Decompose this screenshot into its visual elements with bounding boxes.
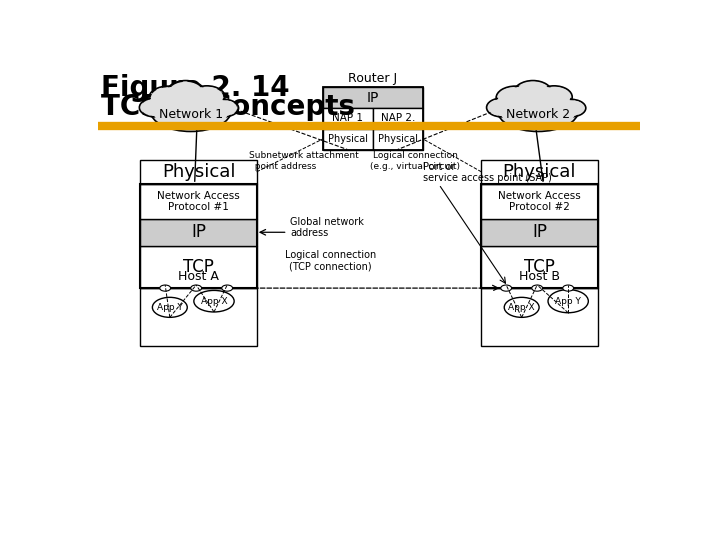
- Bar: [373, 129, 423, 150]
- Bar: [140, 246, 256, 288]
- Ellipse shape: [500, 285, 512, 291]
- Bar: [482, 288, 598, 346]
- Text: TCP: TCP: [183, 258, 214, 276]
- Ellipse shape: [149, 86, 187, 110]
- Ellipse shape: [487, 98, 517, 117]
- Ellipse shape: [150, 91, 231, 131]
- Text: IP: IP: [191, 223, 206, 241]
- Ellipse shape: [563, 285, 574, 291]
- Text: Figure 2. 14: Figure 2. 14: [101, 74, 289, 102]
- Text: Router J: Router J: [348, 72, 397, 85]
- Ellipse shape: [210, 100, 237, 116]
- Ellipse shape: [498, 91, 578, 131]
- Text: IP: IP: [366, 91, 379, 105]
- Text: IP: IP: [532, 223, 547, 241]
- Bar: [482, 246, 598, 288]
- Ellipse shape: [556, 99, 586, 117]
- Ellipse shape: [166, 80, 205, 105]
- Ellipse shape: [557, 100, 585, 116]
- Text: Port or
service access point (SAP): Port or service access point (SAP): [423, 162, 552, 184]
- Ellipse shape: [191, 285, 202, 291]
- Text: Logical connection
(TCP connection): Logical connection (TCP connection): [284, 251, 376, 272]
- Text: Subnetwork attachment
  point address: Subnetwork attachment point address: [249, 151, 359, 171]
- Bar: [323, 108, 373, 129]
- Bar: [323, 87, 423, 150]
- Ellipse shape: [538, 87, 570, 107]
- Text: Network Access
Protocol #1: Network Access Protocol #1: [157, 191, 240, 212]
- Ellipse shape: [500, 92, 576, 130]
- Bar: [140, 219, 256, 246]
- Ellipse shape: [222, 285, 233, 291]
- Text: Network Access
Protocol #2: Network Access Protocol #2: [498, 191, 581, 212]
- Text: Network 1: Network 1: [158, 107, 222, 120]
- Text: Physical: Physical: [503, 163, 576, 181]
- Ellipse shape: [153, 92, 228, 130]
- Text: Physical: Physical: [162, 163, 235, 181]
- Text: Network 2: Network 2: [506, 107, 570, 120]
- Text: App X: App X: [201, 296, 228, 306]
- Ellipse shape: [488, 99, 516, 116]
- Text: Logical connection
(e.g., virtual circuit): Logical connection (e.g., virtual circui…: [371, 151, 461, 171]
- Bar: [323, 129, 373, 150]
- Text: App Y: App Y: [555, 296, 581, 306]
- Bar: [482, 159, 598, 184]
- Text: Global network
address: Global network address: [290, 217, 364, 239]
- Ellipse shape: [191, 87, 223, 107]
- Bar: [482, 184, 598, 219]
- Bar: [482, 184, 598, 288]
- Ellipse shape: [548, 289, 588, 313]
- Ellipse shape: [140, 98, 170, 117]
- Ellipse shape: [498, 87, 533, 109]
- Ellipse shape: [504, 298, 539, 318]
- Ellipse shape: [189, 86, 225, 108]
- Ellipse shape: [151, 87, 185, 109]
- Ellipse shape: [141, 99, 168, 116]
- Text: Host B: Host B: [519, 271, 560, 284]
- Ellipse shape: [168, 82, 203, 104]
- Text: TCP: TCP: [524, 258, 555, 276]
- Ellipse shape: [194, 291, 234, 312]
- Ellipse shape: [160, 285, 171, 291]
- Ellipse shape: [496, 86, 534, 110]
- Text: NAP 1: NAP 1: [332, 113, 363, 123]
- Bar: [373, 108, 423, 129]
- Ellipse shape: [514, 80, 552, 105]
- Bar: [140, 184, 256, 219]
- Text: Physical: Physical: [328, 134, 368, 144]
- Bar: [140, 159, 256, 184]
- Ellipse shape: [532, 285, 543, 291]
- Text: App Y: App Y: [157, 303, 183, 312]
- Text: TCP/IP Concepts: TCP/IP Concepts: [101, 92, 355, 120]
- Bar: [140, 184, 256, 288]
- Bar: [482, 219, 598, 246]
- Ellipse shape: [536, 86, 572, 108]
- Text: App X: App X: [508, 303, 535, 312]
- Ellipse shape: [208, 99, 238, 117]
- Bar: [140, 288, 256, 346]
- Text: Physical: Physical: [378, 134, 418, 144]
- Ellipse shape: [153, 298, 187, 318]
- Bar: [323, 87, 423, 108]
- Text: Host A: Host A: [178, 271, 219, 284]
- Text: NAP 2.: NAP 2.: [381, 113, 415, 123]
- Ellipse shape: [516, 82, 550, 104]
